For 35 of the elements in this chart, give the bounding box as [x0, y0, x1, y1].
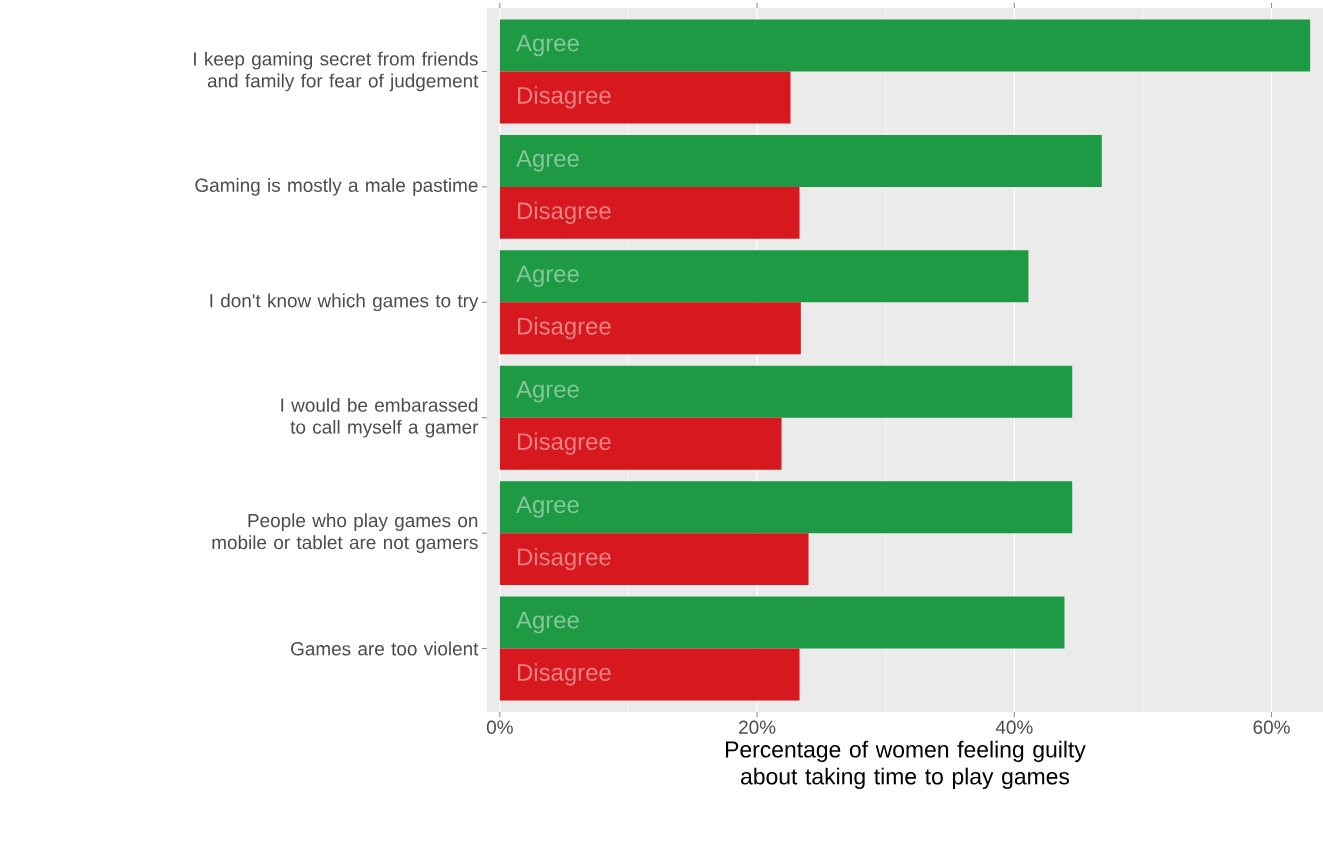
- y-tick-label: I don't know which games to try: [210, 293, 479, 312]
- bar: [499, 533, 809, 586]
- text: Agree: [516, 496, 579, 518]
- bar: [499, 19, 1311, 72]
- bar: [499, 648, 800, 701]
- y-tick-label: Games are too violent: [291, 641, 479, 656]
- text: Agree: [516, 611, 579, 634]
- y-tick-label: People who play games on mobile or tablet are not gamers: [212, 513, 478, 553]
- series-label: Agree: [516, 150, 579, 172]
- bar: [499, 596, 1065, 649]
- x-tick-label: 20%: [739, 720, 776, 734]
- bar: [499, 186, 800, 239]
- text: Agree: [516, 381, 579, 403]
- x-tick-label: 60%: [1253, 720, 1290, 734]
- bar: [499, 71, 791, 124]
- text: Disagree: [518, 317, 611, 340]
- bar: [499, 250, 1029, 303]
- text: Disagree: [518, 432, 611, 455]
- bar: [499, 365, 1073, 418]
- y-tick-label: Gaming is mostly a male pastime: [195, 178, 478, 196]
- text: Disagree: [518, 86, 611, 109]
- x-tick-label: 40%: [995, 720, 1033, 734]
- text: Agree: [516, 34, 579, 57]
- series-label: Disagree: [518, 547, 611, 571]
- x-axis-title: Percentage of women feeling guilty about taking time to play games: [726, 740, 1086, 790]
- text: Agree: [516, 265, 579, 288]
- text: Disagree: [518, 201, 611, 225]
- bar: [499, 417, 782, 470]
- y-tick-label: I would be embarassed to call myself a gamer: [281, 397, 479, 438]
- x-tick-label: 0%: [486, 720, 513, 734]
- text: Disagree: [518, 663, 611, 686]
- bar: [499, 481, 1073, 534]
- bar: [499, 302, 801, 355]
- bar: [499, 134, 1102, 187]
- y-tick-label: I keep gaming secret from friends and family for fear of judgement: [194, 51, 479, 92]
